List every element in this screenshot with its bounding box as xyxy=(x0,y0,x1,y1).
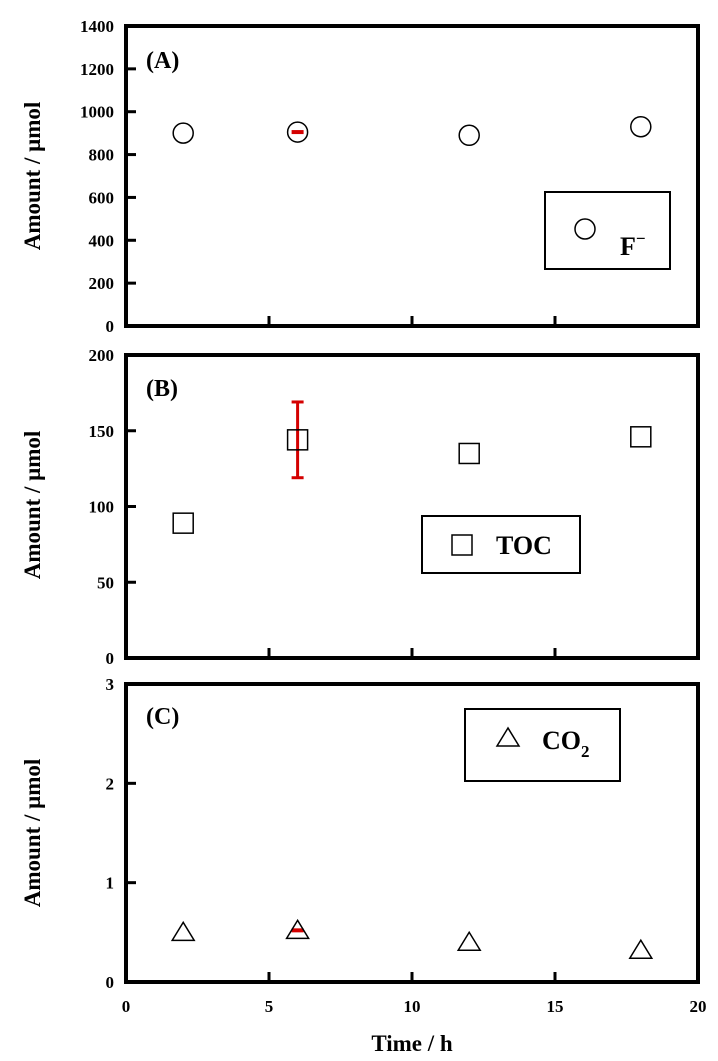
panel-b-legend-marker xyxy=(451,534,473,556)
panel-c-legend: CO2 xyxy=(464,708,621,782)
panel-c-legend-box xyxy=(464,708,621,782)
panel-a-ytick-label: 1000 xyxy=(80,103,114,122)
panel-a-ytick-label: 200 xyxy=(89,274,115,293)
x-tick-labels: 0 5 10 15 20 xyxy=(122,997,707,1016)
panel-c-points xyxy=(170,918,654,959)
panel-a-legend-marker xyxy=(574,218,596,240)
panel-a-legend: F− xyxy=(544,191,671,270)
panel-c-ylabel: Amount / μmol xyxy=(20,759,45,908)
x-tick-label: 5 xyxy=(265,997,274,1016)
data-point xyxy=(172,122,194,144)
data-point xyxy=(630,426,652,448)
panel-a-ylabel: Amount / μmol xyxy=(20,102,45,251)
panel-b-plot-frame xyxy=(124,353,700,660)
panel-a-ytick-label: 800 xyxy=(89,146,115,165)
panel-b: (B) Amount / μmol 0 50 100 150 200 TOC xyxy=(20,346,700,668)
panel-c-ytick-label: 2 xyxy=(106,774,115,793)
panel-a-yticks: 0 200 400 600 800 1000 1200 1400 xyxy=(80,17,557,336)
data-point xyxy=(628,938,654,959)
x-axis-label: Time / h xyxy=(371,1031,453,1056)
data-point xyxy=(285,918,310,940)
panel-b-legend-box xyxy=(421,515,581,574)
data-point xyxy=(170,920,196,942)
panel-a-ytick-label: 1400 xyxy=(80,17,114,36)
error-bar xyxy=(291,130,304,135)
panel-c-legend-label-main: CO xyxy=(542,726,581,755)
panel-c-ytick-label: 1 xyxy=(106,874,115,893)
x-tick-label: 10 xyxy=(404,997,421,1016)
data-point xyxy=(286,121,309,143)
panel-c-legend-marker xyxy=(495,726,521,747)
panel-a-ytick-label: 600 xyxy=(89,188,115,207)
data-point xyxy=(456,930,482,952)
panel-b-ytick-label: 100 xyxy=(89,498,115,517)
panel-c-ytick-label: 3 xyxy=(106,675,115,694)
panel-a: (A) Amount / μmol 0 200 400 600 800 1000 1200 1… xyxy=(20,17,700,336)
data-point xyxy=(458,124,480,147)
panel-a-points xyxy=(172,115,652,147)
panel-c-yticks: 0 1 2 3 xyxy=(106,675,557,992)
panel-b-ytick-label: 50 xyxy=(97,573,114,592)
x-tick-label: 15 xyxy=(547,997,564,1016)
panel-c-tag: (C) xyxy=(146,704,179,730)
panel-c-ytick-label: 0 xyxy=(106,973,115,992)
panel-b-legend: TOC xyxy=(421,515,581,574)
panel-a-tag: (A) xyxy=(146,48,179,74)
panel-a-ytick-label: 0 xyxy=(106,317,115,336)
panel-a-legend-label-sup: − xyxy=(636,229,646,248)
data-point xyxy=(286,429,309,451)
data-point xyxy=(630,115,652,138)
panel-c-legend-label: CO2 xyxy=(542,726,590,761)
panel-a-ytick-label: 1200 xyxy=(80,60,114,79)
panel-a-ytick-label: 400 xyxy=(89,231,115,250)
panel-b-yticks: 0 50 100 150 200 xyxy=(89,346,557,668)
data-point xyxy=(172,512,194,534)
panel-b-legend-label: TOC xyxy=(496,531,552,560)
x-tick-label: 20 xyxy=(690,997,707,1016)
panel-a-legend-label-main: F xyxy=(620,232,636,261)
panel-a-legend-box xyxy=(544,191,671,270)
panel-b-points xyxy=(172,400,652,534)
panel-b-ytick-label: 200 xyxy=(89,346,115,365)
data-point xyxy=(458,442,480,465)
panel-b-ytick-label: 150 xyxy=(89,422,115,441)
panel-a-plot-frame xyxy=(124,24,700,328)
panel-a-legend-label: F− xyxy=(620,229,646,261)
x-tick-label: 0 xyxy=(122,997,131,1016)
panel-b-ytick-label: 0 xyxy=(106,649,115,668)
panel-b-tag: (B) xyxy=(146,376,178,402)
panel-b-ylabel: Amount / μmol xyxy=(20,431,45,580)
panel-c-legend-label-sub: 2 xyxy=(581,742,590,761)
error-bar xyxy=(291,928,304,933)
